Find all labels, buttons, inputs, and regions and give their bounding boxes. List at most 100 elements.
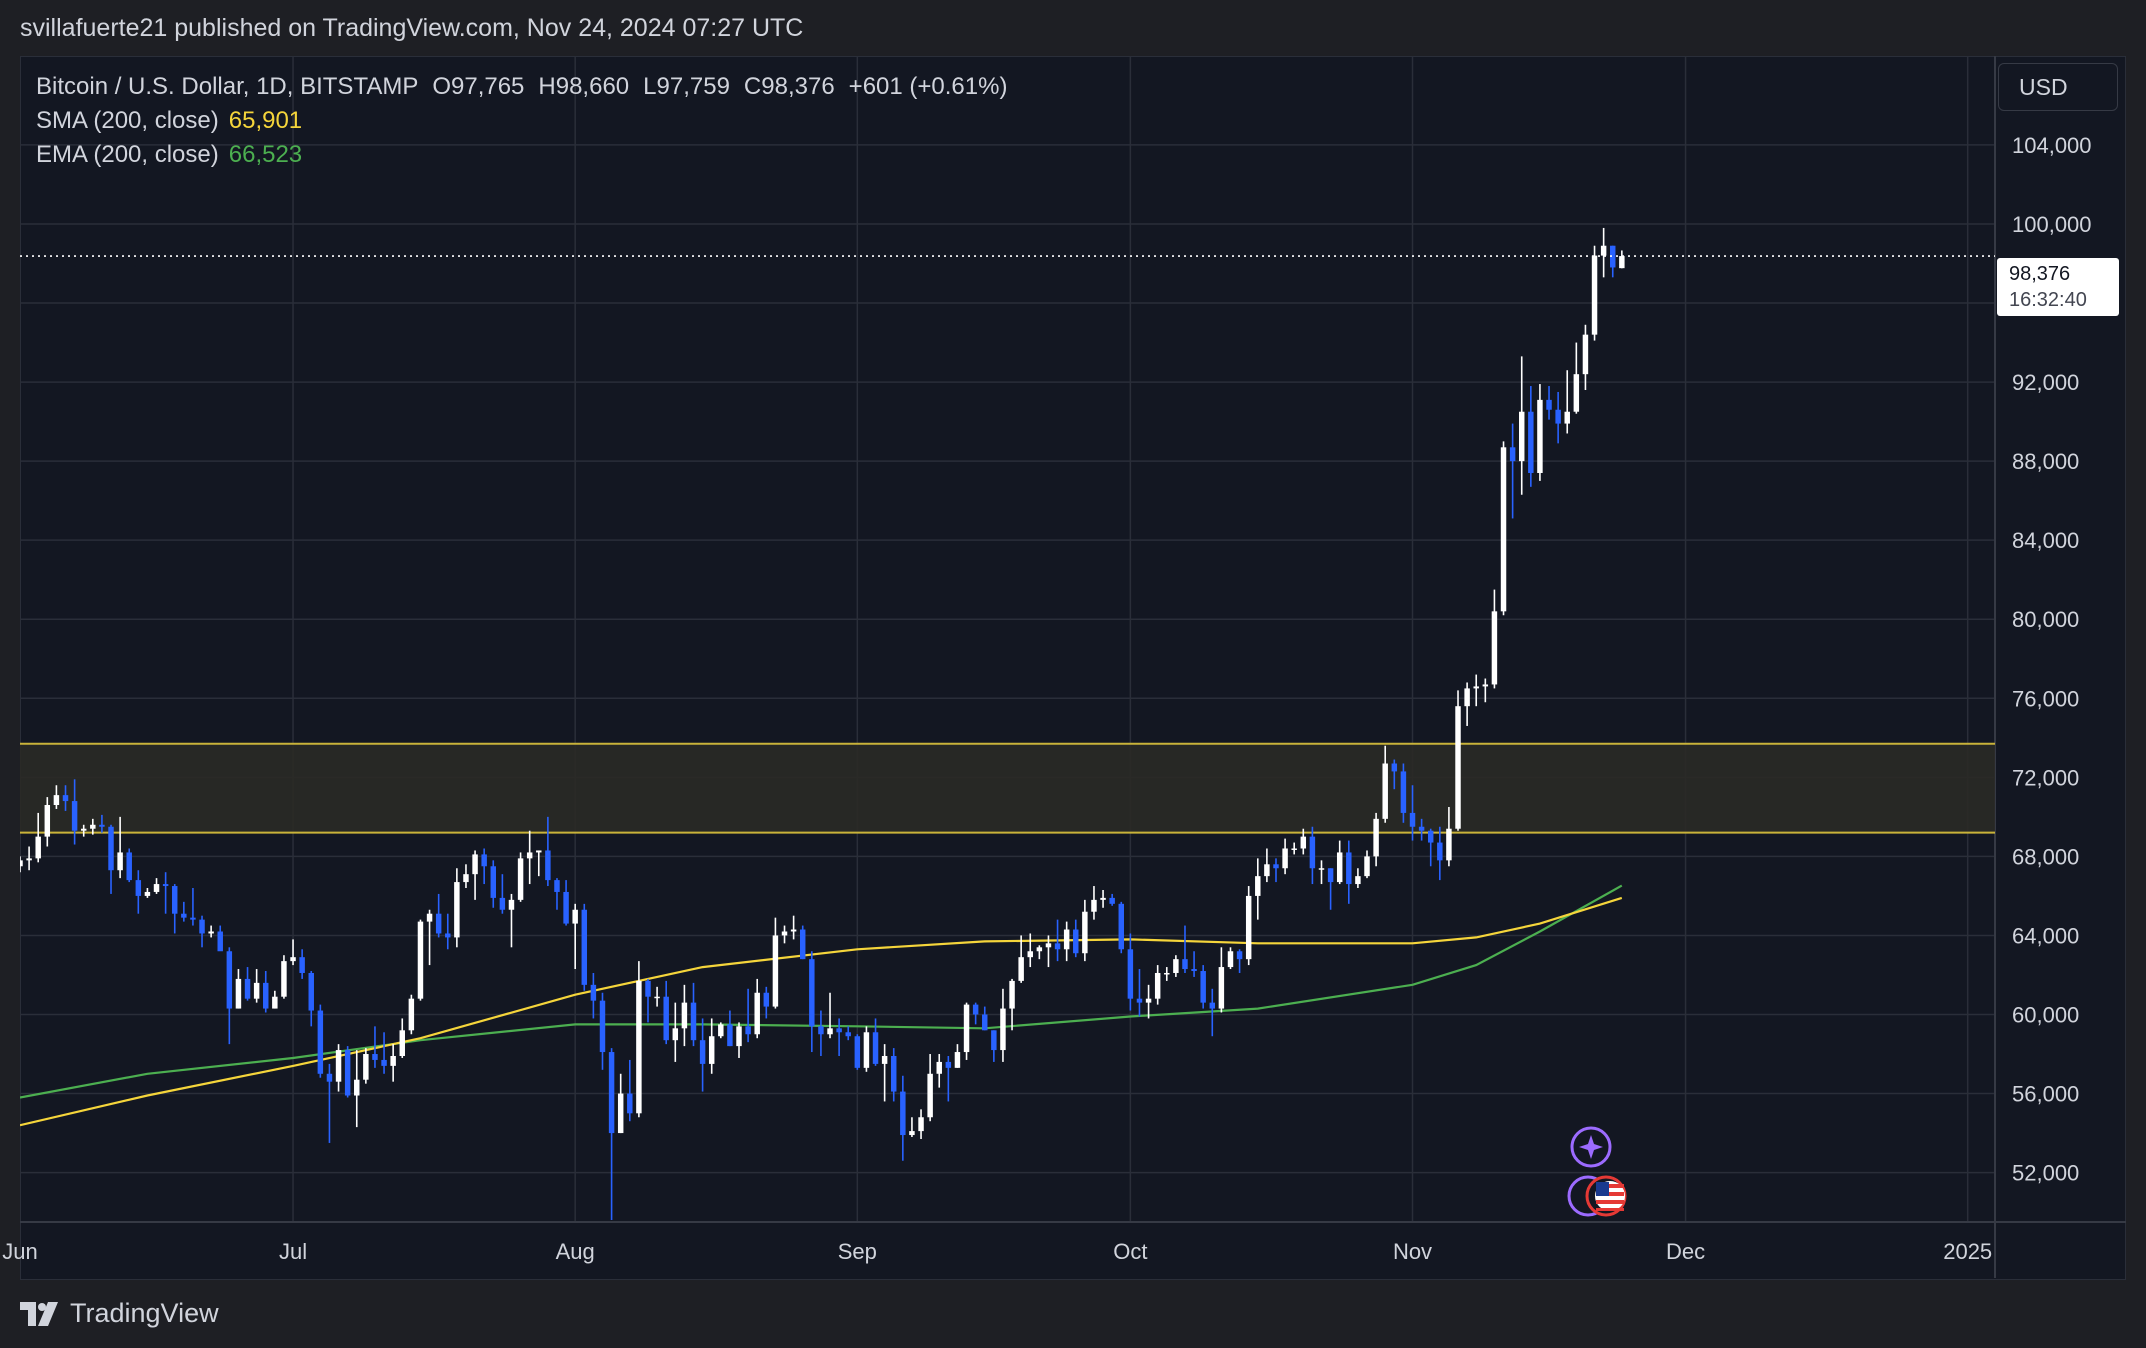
candle-body: [463, 874, 469, 883]
candle-body: [1082, 911, 1088, 954]
candle-body: [1236, 951, 1243, 960]
x-tick-label: Oct: [1113, 1239, 1147, 1264]
candle-body: [1009, 980, 1015, 1009]
currency-button[interactable]: USD: [1998, 63, 2118, 111]
tradingview-logo[interactable]: TradingView: [20, 1298, 219, 1329]
candle-body: [1127, 949, 1134, 999]
candle-body: [1136, 998, 1143, 1003]
low-value: L97,759: [643, 73, 730, 100]
candle-body: [972, 1004, 979, 1015]
candle-body: [1309, 836, 1316, 869]
candle-body: [1218, 967, 1225, 1009]
candle-body: [727, 1024, 733, 1047]
us-flag-event-icon[interactable]: [1566, 1174, 1638, 1223]
candle-body: [399, 1030, 405, 1056]
y-tick-label: 60,000: [2012, 1002, 2079, 1027]
candle-body: [1018, 957, 1024, 981]
candle-body: [781, 931, 788, 936]
y-tick-label: 92,000: [2012, 370, 2079, 395]
resistance-zone: [20, 743, 1995, 833]
candle-body: [171, 886, 178, 914]
candle-body: [390, 1055, 396, 1066]
candle-body: [44, 805, 51, 837]
candle-body: [772, 935, 779, 1007]
open-value: O97,765: [432, 73, 525, 100]
candle-body: [845, 1032, 851, 1037]
candle-body: [1528, 411, 1534, 473]
candle-body: [1255, 876, 1261, 896]
candle-body: [1145, 998, 1152, 1003]
candle-body: [1600, 245, 1607, 256]
candle-body: [1118, 903, 1124, 950]
candle-body: [654, 996, 660, 999]
candle-body: [827, 1028, 833, 1035]
candle-body: [517, 858, 524, 900]
candle-body: [35, 836, 41, 859]
candle-body: [872, 1032, 879, 1064]
chart-legend: Bitcoin / U.S. Dollar, 1D, BITSTAMP O97,7…: [36, 70, 1007, 172]
candle-body: [927, 1073, 933, 1118]
candle-body: [608, 1052, 615, 1134]
candle-body: [736, 1026, 742, 1047]
y-tick-label: 100,000: [2012, 212, 2092, 237]
candle-body: [1373, 818, 1379, 857]
candle-body: [982, 1014, 988, 1031]
candle-body: [1555, 409, 1561, 424]
candle-body: [1619, 256, 1625, 269]
candle-body: [126, 852, 132, 881]
y-tick-label: 80,000: [2012, 607, 2079, 632]
candle-body: [1209, 1002, 1216, 1009]
candle-body: [1537, 399, 1543, 473]
candle-body: [281, 961, 287, 997]
candle-body: [663, 996, 669, 1041]
y-tick-label: 64,000: [2012, 923, 2079, 948]
candle-body: [1482, 684, 1489, 687]
candle-body: [617, 1093, 624, 1134]
published-caption: svillafuerte21 published on TradingView.…: [20, 14, 804, 42]
sma-legend-row[interactable]: SMA (200, close) 65,901: [36, 104, 1007, 138]
symbol-label[interactable]: Bitcoin / U.S. Dollar, 1D, BITSTAMP: [36, 73, 419, 100]
sma-value: 65,901: [228, 107, 303, 134]
candle-body: [454, 882, 460, 938]
candle-body: [235, 978, 242, 1009]
candle-body: [690, 1002, 697, 1041]
x-tick-label: Sep: [838, 1239, 877, 1264]
candle-body: [99, 824, 105, 827]
x-tick-label: Dec: [1666, 1239, 1705, 1264]
candle-body: [1473, 686, 1479, 689]
candle-body: [1227, 951, 1234, 968]
candle-body: [326, 1073, 333, 1082]
candle-body: [572, 909, 578, 924]
candle-body: [1355, 876, 1361, 885]
y-tick-label: 68,000: [2012, 844, 2079, 869]
sma-label: SMA (200, close): [36, 107, 219, 134]
bar-countdown: 16:32:40: [2009, 289, 2087, 311]
brand-label: TradingView: [70, 1298, 219, 1328]
candle-body: [1054, 943, 1061, 950]
candle-body: [445, 933, 451, 938]
top-bar: svillafuerte21 published on TradingView.…: [0, 0, 2146, 56]
candle-body: [1100, 897, 1106, 900]
candle-body: [636, 980, 642, 1114]
candle-body: [754, 992, 760, 1035]
candle-body: [963, 1004, 970, 1053]
candle-body: [1291, 848, 1297, 850]
sparkle-event-icon[interactable]: [1570, 1126, 1612, 1173]
candle-body: [1191, 969, 1197, 972]
candle-body: [1391, 763, 1398, 772]
candle-body: [1382, 763, 1388, 819]
candle-body: [308, 972, 314, 1011]
ema-legend-row[interactable]: EMA (200, close) 66,523: [36, 138, 1007, 172]
candle-body: [372, 1054, 378, 1060]
candle-body: [1364, 856, 1370, 877]
candle-body: [1282, 848, 1288, 869]
candle-body: [1027, 951, 1033, 958]
candle-body: [818, 1026, 824, 1035]
y-tick-label: 56,000: [2012, 1082, 2079, 1107]
candle-body: [381, 1059, 387, 1066]
candle-body: [226, 951, 233, 1009]
candle-body: [599, 1000, 606, 1053]
x-tick-label: Nov: [1393, 1239, 1432, 1264]
candle-body: [1346, 852, 1352, 885]
